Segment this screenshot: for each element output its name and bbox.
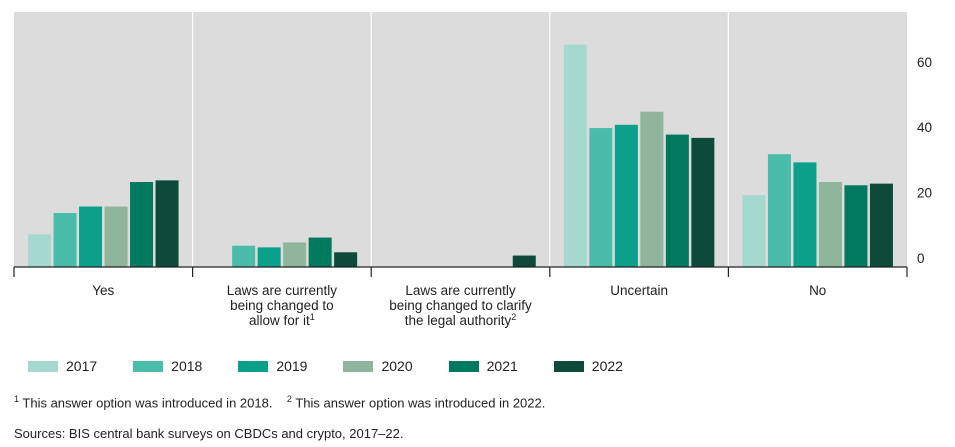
bar-2022-1 <box>334 252 358 267</box>
bar-2022-3 <box>691 137 715 267</box>
legend-item-2019: 2019 <box>238 358 307 374</box>
bar-2018-3 <box>589 128 613 267</box>
bar-2019-1 <box>257 247 281 267</box>
footnote-1-text: This answer option was introduced in 201… <box>22 395 273 411</box>
legend-label: 2019 <box>276 358 308 374</box>
bar-2021-1 <box>308 237 332 267</box>
sources-note: Sources: BIS central bank surveys on CBD… <box>14 426 404 441</box>
legend-swatch <box>28 360 58 372</box>
footnotes: 1 This answer option was introduced in 2… <box>14 394 545 410</box>
legend-label: 2021 <box>486 358 518 374</box>
bar-chart: 0 20 40 60 Yes Laws are currently being chang… <box>13 12 932 328</box>
y-tick-labels: 0 20 40 60 <box>917 55 932 266</box>
legend-swatch <box>133 360 164 372</box>
x-category-label-4: No <box>809 283 826 298</box>
bar-2021-4 <box>844 185 868 267</box>
bar-2019-3 <box>614 124 638 268</box>
bar-2020-3 <box>640 111 664 267</box>
x-category-label-3: Uncertain <box>610 283 668 298</box>
x-category-label-1: Laws are currently being changed to allow … <box>227 283 338 328</box>
y-tick-label-20: 20 <box>917 186 932 201</box>
bar-2022-4 <box>869 183 893 267</box>
legend-swatch <box>238 360 269 372</box>
legend-item-2021: 2021 <box>448 358 518 374</box>
y-tick-label-0: 0 <box>917 251 925 266</box>
bar-2018-0 <box>53 213 77 267</box>
bar-2021-3 <box>665 134 689 267</box>
bar-2017-3 <box>563 44 587 267</box>
footnote-2-marker: 2 <box>286 394 292 404</box>
x-category-label-2: Laws are currently being changed to clari… <box>389 283 532 328</box>
legend-item-2018: 2018 <box>133 358 202 374</box>
bar-2020-4 <box>818 182 842 267</box>
bar-2018-4 <box>767 154 791 267</box>
legend-label: 2017 <box>66 358 98 374</box>
category-dividers <box>192 12 730 267</box>
category-superscript: 2 <box>511 312 516 322</box>
legend: 2017 2018 2019 2020 2021 2022 <box>28 358 659 374</box>
bar-2019-4 <box>793 162 817 267</box>
bar-2017-0 <box>28 234 52 267</box>
x-category-label-0: Yes <box>92 283 114 298</box>
legend-item-2022: 2022 <box>553 358 623 374</box>
bars <box>28 44 893 268</box>
footnote-1-marker: 1 <box>14 394 20 404</box>
axes <box>13 266 908 277</box>
bar-2022-2 <box>512 255 536 267</box>
legend-swatch <box>343 360 374 372</box>
bar-2022-0 <box>155 180 179 267</box>
legend-swatch <box>448 360 479 372</box>
legend-item-2020: 2020 <box>343 358 413 374</box>
y-tick-label-60: 60 <box>917 55 932 70</box>
bar-2017-4 <box>742 195 766 267</box>
legend-label: 2020 <box>381 358 413 374</box>
y-tick-label-40: 40 <box>917 120 932 135</box>
bar-2020-1 <box>283 242 307 267</box>
legend-item-2017: 2017 <box>28 358 97 374</box>
bar-2020-0 <box>104 206 128 267</box>
legend-label: 2018 <box>171 358 203 374</box>
bar-2021-0 <box>130 182 154 267</box>
bar-2019-0 <box>79 206 103 267</box>
legend-label: 2022 <box>591 358 623 374</box>
x-category-labels: Yes Laws are currently being changed to all… <box>92 283 826 328</box>
footnote-2-text: This answer option was introduced in 202… <box>295 395 546 411</box>
bar-2018-1 <box>232 245 256 267</box>
category-superscript: 1 <box>310 312 315 322</box>
legend-swatch <box>553 360 584 372</box>
